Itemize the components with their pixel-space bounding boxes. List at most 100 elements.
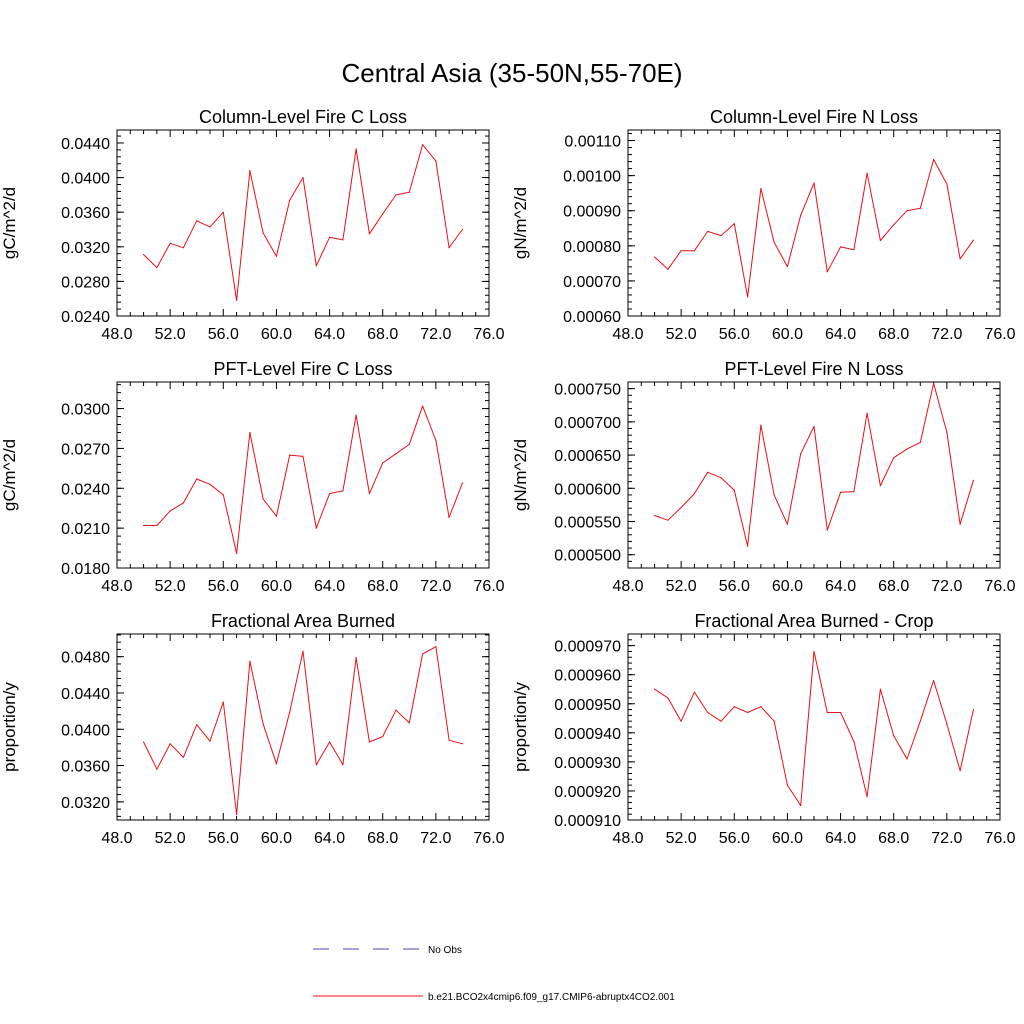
data-point <box>853 740 855 743</box>
series-line <box>654 159 974 298</box>
x-tick-label: 72.0 <box>931 578 962 595</box>
panel-title: PFT-Level Fire C Loss <box>213 359 392 379</box>
panel-1: Column-Level Fire C Loss gC/m^2/d 48.0 52.0… <box>0 107 505 343</box>
data-point <box>435 646 437 648</box>
data-point <box>972 479 975 481</box>
y-tick-label: 0.000910 <box>554 813 621 830</box>
data-point <box>866 172 868 174</box>
data-point <box>275 515 278 517</box>
x-tick-label: 48.0 <box>612 830 643 847</box>
data-point <box>209 740 211 742</box>
x-tick-label: 64.0 <box>825 326 856 343</box>
data-point <box>932 382 935 384</box>
data-point <box>262 232 264 234</box>
panel-title: Column-Level Fire C Loss <box>199 107 407 127</box>
data-point <box>235 552 238 554</box>
data-point <box>746 545 749 547</box>
data-point <box>182 502 185 504</box>
x-tick-label: 48.0 <box>612 326 643 343</box>
data-point <box>222 701 224 703</box>
data-point <box>355 148 357 150</box>
y-tick-label: 0.0360 <box>61 205 110 222</box>
x-tick-label: 60.0 <box>772 326 803 343</box>
y-tick-label: 0.000920 <box>554 784 621 801</box>
y-tick-label: 0.0240 <box>61 309 110 326</box>
data-point <box>182 247 185 249</box>
data-point <box>395 194 397 196</box>
panel-4: PFT-Level Fire N Loss gN/m^2/d 48.0 52.0 56.… <box>511 359 1016 595</box>
legend: No Obs b.e21.BCO2x4cmip6.f09_g17.CMIP6-a… <box>313 945 675 1003</box>
data-point <box>919 720 921 722</box>
data-point <box>653 688 656 690</box>
data-point <box>382 735 384 738</box>
plot-frame <box>627 633 1001 821</box>
data-point <box>461 228 464 231</box>
x-tick-label: 60.0 <box>261 830 292 847</box>
x-tick-label: 68.0 <box>367 578 398 595</box>
y-tick-label: 0.000650 <box>554 448 621 465</box>
y-tick-label: 0.00090 <box>563 204 621 221</box>
data-point <box>733 489 735 491</box>
y-tick-label: 0.00100 <box>563 169 621 186</box>
x-tick-label: 64.0 <box>314 578 345 595</box>
data-point <box>302 176 304 179</box>
x-tick-label: 68.0 <box>367 830 398 847</box>
y-tick-label: 0.00070 <box>563 274 621 291</box>
x-tick-label: 64.0 <box>314 830 345 847</box>
y-tick-label: 0.000940 <box>554 726 621 743</box>
data-point <box>893 735 895 737</box>
data-point <box>235 813 238 816</box>
x-tick-label: 60.0 <box>261 326 292 343</box>
data-point <box>786 784 789 786</box>
data-point <box>262 723 264 725</box>
data-point <box>786 265 789 268</box>
y-axis-label: gN/m^2/d <box>511 439 530 511</box>
data-point <box>395 453 397 455</box>
panel-title: Fractional Area Burned <box>211 611 395 631</box>
y-tick-label: 0.00110 <box>564 134 621 151</box>
x-tick-label: 52.0 <box>155 578 186 595</box>
panel-5: Fractional Area Burned proportion/y 48.0 52… <box>0 611 505 847</box>
data-point <box>839 246 842 248</box>
y-tick-label: 0.0360 <box>61 759 110 776</box>
data-point <box>906 210 908 212</box>
x-tick-label: 52.0 <box>666 830 697 847</box>
data-point <box>249 170 251 172</box>
data-point <box>342 764 344 766</box>
data-point <box>839 711 842 714</box>
data-point <box>156 524 158 527</box>
x-tick-label: 56.0 <box>719 830 750 847</box>
x-tick-label: 72.0 <box>931 830 962 847</box>
data-point <box>315 527 317 529</box>
panels: Column-Level Fire C Loss gC/m^2/d 48.0 52.0… <box>0 107 1016 847</box>
series-line <box>654 382 974 547</box>
data-point <box>142 524 145 527</box>
data-point <box>720 235 722 237</box>
y-tick-label: 0.000500 <box>554 548 621 565</box>
data-point <box>680 506 682 509</box>
data-point <box>302 455 304 457</box>
data-point <box>693 691 696 693</box>
data-point <box>142 741 145 743</box>
legend-run-label: b.e21.BCO2x4cmip6.f09_g17.CMIP6-abruptx4… <box>428 992 675 1003</box>
data-point <box>209 483 211 485</box>
series-line <box>143 144 463 301</box>
data-point <box>368 741 371 743</box>
plot-frame <box>116 381 490 569</box>
data-point <box>328 741 331 743</box>
data-point <box>720 720 722 722</box>
data-point <box>196 478 198 480</box>
data-point <box>421 653 424 655</box>
panel-3: PFT-Level Fire C Loss gC/m^2/d 48.0 52.0 56.… <box>0 359 505 595</box>
data-point <box>408 191 410 193</box>
y-tick-label: 0.000970 <box>554 639 621 656</box>
y-tick-label: 0.0480 <box>61 650 110 667</box>
y-tick-label: 0.0400 <box>61 722 110 739</box>
x-tick-label: 48.0 <box>101 830 132 847</box>
data-point <box>826 529 828 531</box>
y-axis-label: gN/m^2/d <box>511 187 530 259</box>
x-tick-label: 72.0 <box>420 830 451 847</box>
x-tick-label: 56.0 <box>208 578 239 595</box>
data-point <box>879 688 882 690</box>
